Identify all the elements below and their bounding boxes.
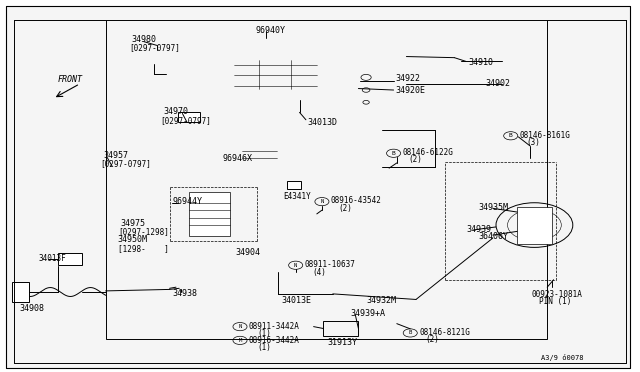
Text: 08916-3442A: 08916-3442A [249,336,300,344]
Bar [12,282,29,302]
Text: (1): (1) [257,329,271,338]
Text: B: B [509,133,513,138]
Circle shape [525,219,544,231]
Text: (2): (2) [408,155,422,164]
Text: (1): (1) [257,343,271,352]
Bar [178,112,200,122]
Text: 34950M: 34950M [118,235,148,244]
Text: 34908: 34908 [19,304,44,313]
Text: [0297-1298]: [0297-1298] [118,227,168,236]
Text: 34932M: 34932M [366,296,396,305]
Text: 34938: 34938 [173,289,198,298]
Text: (2): (2) [338,204,352,213]
Text: [1298-    ]: [1298- ] [118,244,168,253]
Text: B: B [392,151,396,156]
Text: 08911-3442A: 08911-3442A [249,322,300,331]
Text: [0297-0797]: [0297-0797] [100,159,151,168]
Text: 34904: 34904 [236,248,260,257]
Bar [323,321,358,336]
Text: E4341Y: E4341Y [284,192,311,201]
Text: 00923-1081A: 00923-1081A [531,290,582,299]
Text: 96940Y: 96940Y [256,26,286,35]
Bar [58,253,82,265]
Text: 34920E: 34920E [396,86,426,95]
Text: [0297-0797]: [0297-0797] [161,116,211,125]
Text: M: M [238,338,242,343]
Text: (2): (2) [426,335,440,344]
Bar [189,192,230,236]
Text: 08911-10637: 08911-10637 [305,260,355,269]
Text: 34957: 34957 [104,151,129,160]
Text: 34902: 34902 [485,79,510,88]
Ellipse shape [526,155,534,158]
Text: (3): (3) [526,138,540,147]
Text: 34970: 34970 [163,107,188,116]
Text: 36406Y: 36406Y [479,232,509,241]
Text: [0297-0797]: [0297-0797] [129,43,180,52]
Bar [517,207,552,244]
Text: 34922: 34922 [396,74,420,83]
Text: 34935M: 34935M [479,203,509,212]
Text: 08146-8121G: 08146-8121G [419,328,470,337]
Bar [106,20,547,339]
Text: 08916-43542: 08916-43542 [331,196,381,205]
Text: PIN (1): PIN (1) [539,297,572,306]
Text: A3/9 ó0078: A3/9 ó0078 [541,355,583,361]
Text: 34975: 34975 [120,219,145,228]
Text: (4): (4) [312,268,326,277]
Text: N: N [320,199,324,204]
Text: 34013F: 34013F [38,254,66,263]
Text: 34939: 34939 [466,225,491,234]
Text: 96944Y: 96944Y [173,198,203,206]
Text: 34980: 34980 [131,35,156,44]
Text: 34013D: 34013D [308,118,338,126]
Text: N: N [238,324,242,329]
Text: 34910: 34910 [468,58,493,67]
Text: 08146-6122G: 08146-6122G [403,148,453,157]
Bar [287,181,301,189]
Text: B: B [408,330,412,336]
Text: FRONT: FRONT [58,76,83,84]
Text: 34013E: 34013E [282,296,312,305]
Text: 96946X: 96946X [223,154,253,163]
Text: 31913Y: 31913Y [328,338,358,347]
Text: 34939+A: 34939+A [351,309,386,318]
Text: 08146-8161G: 08146-8161G [520,131,570,140]
Text: N: N [294,263,298,268]
